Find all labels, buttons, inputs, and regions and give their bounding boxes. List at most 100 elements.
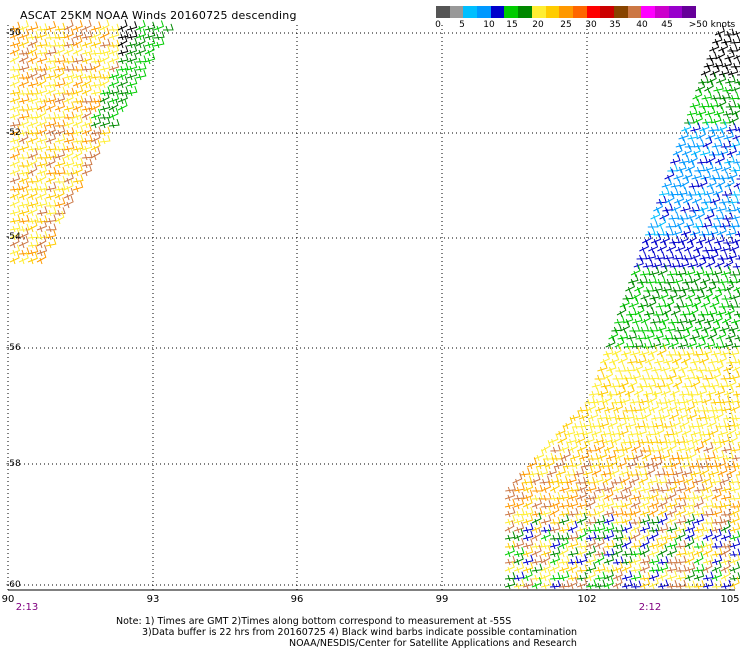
wind-barb [719,321,730,334]
wind-barb [611,396,623,406]
wind-barb [72,28,84,41]
wind-barb [710,475,722,486]
wind-barb [699,121,710,134]
wind-barb [674,193,685,206]
wind-barb [630,570,642,582]
lat-label: -58 [6,459,21,469]
wind-barb [678,233,689,246]
wind-barb [693,563,705,574]
wind-barb [117,76,128,89]
colorbar-segment [682,6,697,18]
wind-barb [504,531,516,542]
wind-barb [585,579,597,590]
wind-barb [702,267,714,278]
wind-barb [90,116,102,129]
wind-barb [594,536,605,550]
wind-barb [624,452,635,462]
wind-barb [716,224,727,238]
wind-barb [36,206,48,217]
wind-barb [54,187,65,201]
wind-barb [645,464,656,478]
wind-barb [667,289,678,302]
wind-barb [81,36,93,49]
wind-barb [45,54,57,65]
wind-barb [693,496,704,510]
wind-barb [702,499,714,510]
wind-barb [700,273,711,286]
wind-barb [690,426,702,438]
wind-barb [714,385,726,398]
wind-barb [702,508,714,518]
wind-barb [650,338,662,350]
wind-barb [81,124,92,137]
wind-barb [72,157,84,169]
wind-barb [710,91,722,102]
wind-barb [681,121,692,134]
wind-barb [81,107,92,121]
wind-barb [624,411,635,422]
wind-barb [705,451,716,462]
wind-barb [735,126,740,134]
lon-label: 99 [435,594,449,605]
wind-barb [729,553,740,566]
wind-barb [654,379,666,390]
wind-barb [36,164,48,177]
wind-barb [696,452,707,462]
wind-barb [594,579,606,590]
wind-barb [661,178,673,190]
wind-barb [707,328,718,342]
wind-barb [63,101,75,113]
wind-barb [726,145,737,158]
wind-barb [649,444,660,454]
wind-barb [653,330,664,342]
wind-barb [63,69,75,81]
wind-barb [657,544,668,558]
wind-barb [36,94,48,105]
wind-barb [108,118,120,129]
wind-barb [586,400,597,414]
wind-barb [606,361,617,374]
wind-barb [711,522,723,534]
wind-barb [732,233,740,246]
wind-barb [54,133,66,145]
wind-barb [513,579,525,590]
colorbar-tick: 10 [483,20,495,30]
wind-barb [672,251,684,262]
wind-barb [694,187,706,198]
colorbar-segment [627,6,642,18]
wind-barb [719,346,731,358]
wind-barb [531,555,543,566]
wind-barb [733,462,740,470]
wind-barb [661,283,672,294]
wind-barb [577,481,588,494]
wind-barb [595,401,606,414]
wind-barb [625,280,636,294]
wind-barb [712,482,723,494]
wind-barb [630,490,642,502]
wind-barb [693,580,705,590]
wind-barb [36,75,47,89]
wind-barb [99,27,110,41]
wind-barb [615,364,627,374]
wind-barb [666,530,678,542]
wind-barb [639,571,651,582]
wind-barb [567,507,579,518]
wind-barb [668,408,679,422]
wind-barb [81,116,93,129]
wind-barb [666,512,677,526]
wind-barb [63,91,74,105]
wind-barb [9,148,20,161]
wind-barb [153,20,165,33]
wind-barb [576,489,587,502]
wind-barb [54,62,66,73]
wind-barb [651,386,663,398]
wind-barb [531,520,542,534]
wind-barb [585,553,597,566]
wind-barb [612,576,623,590]
wind-barb [9,214,21,225]
wind-barb [714,360,724,374]
wind-barb [714,152,725,166]
wind-barb [724,419,736,430]
wind-barb [643,457,655,470]
wind-barb [504,506,516,518]
